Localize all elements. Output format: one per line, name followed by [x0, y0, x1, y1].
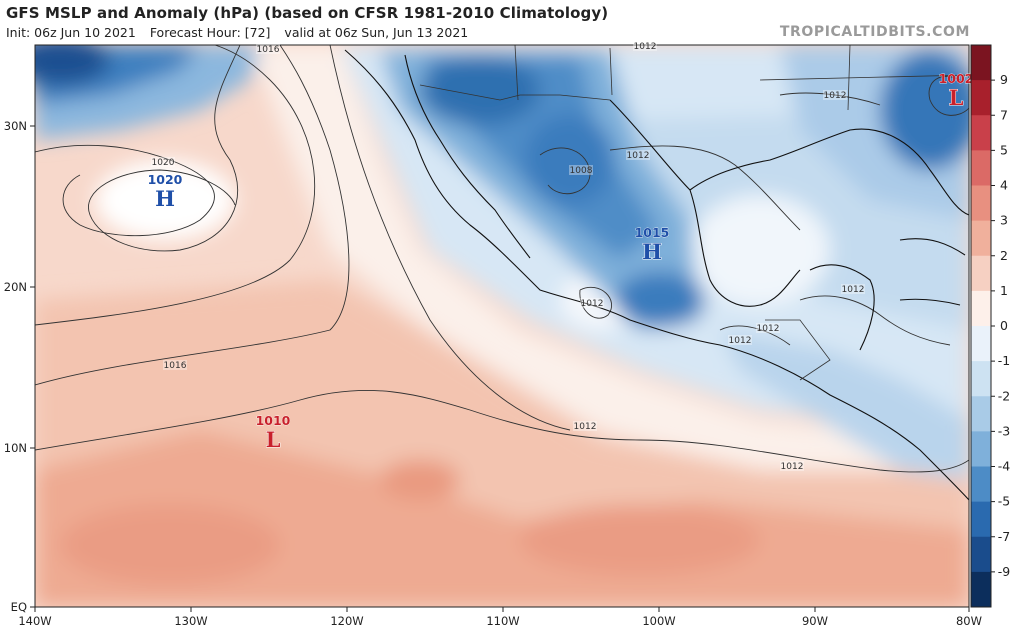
- isobar-label-bg: [626, 150, 650, 160]
- lon-tick-label: 90W: [802, 614, 828, 628]
- colorbar-label: -5: [998, 494, 1010, 509]
- isobar-label: 1008: [570, 166, 593, 176]
- lat-tick-label: 20N: [4, 280, 27, 294]
- lon-tick-label: 130W: [174, 614, 207, 628]
- isobar-label: 1012: [729, 336, 752, 346]
- axes-layer: 140W 130W 120W 110W 100W 90W 80W EQ 10N 20N 30N: [4, 119, 982, 628]
- isobar-label-layer: 1016 1020 1016 1012 1008 1012 1012 1012 1012 1012…: [151, 41, 865, 472]
- colorbar-segment: [971, 185, 991, 222]
- lon-tick-label: 110W: [486, 614, 519, 628]
- isobar-label: 1012: [581, 299, 604, 309]
- isobar-label: 1016: [257, 45, 280, 55]
- lat-tick-label: EQ: [11, 600, 27, 614]
- pressure-system-value: 1010: [256, 413, 291, 428]
- forecast-hour: Forecast Hour: [72]: [149, 25, 271, 40]
- colorbar-label: 0: [1000, 318, 1008, 333]
- valid-time: valid at 06z Sun, Jun 13 2021: [284, 25, 469, 40]
- isobar-label: 1012: [824, 91, 847, 101]
- colorbar-label: 5: [1000, 142, 1008, 157]
- colorbar-segment: [971, 466, 991, 503]
- isobar-label: 1012: [842, 285, 865, 295]
- colorbar-label: -9: [998, 564, 1011, 579]
- colorbar-label: 3: [1000, 213, 1008, 228]
- lon-tick-label: 140W: [18, 614, 51, 628]
- colorbar-label: -1: [998, 353, 1010, 368]
- isobar-label: 1020: [152, 158, 175, 168]
- borders: [419, 45, 969, 381]
- isobar-label-bg: [780, 461, 804, 471]
- map-frame: [34, 44, 970, 608]
- colorbar-label: -4: [998, 459, 1011, 474]
- isobar-label-bg: [728, 335, 752, 345]
- colorbar-segment: [971, 80, 991, 116]
- colorbar-segment: [971, 536, 991, 573]
- lon-tick-label: 120W: [330, 614, 363, 628]
- pressure-system-value: 1015: [635, 225, 670, 240]
- colorbar-segment: [971, 45, 991, 81]
- coastlines: [344, 49, 969, 501]
- lat-tick-label: 10N: [4, 441, 27, 455]
- isobar-label-bg: [569, 165, 593, 175]
- isobar-label-bg: [580, 298, 604, 308]
- isobar-label-bg: [823, 90, 847, 100]
- colorbar-segment: [971, 431, 991, 467]
- colorbar-segment: [971, 326, 991, 362]
- isobar-label: 1012: [627, 151, 650, 161]
- colorbar-label: 4: [1000, 178, 1008, 193]
- colorbar-label: 1: [1000, 283, 1008, 298]
- watermark: TROPICALTIDBITS.COM: [779, 24, 970, 40]
- isobar-label-bg: [163, 360, 187, 370]
- isobar-label: 1012: [757, 324, 780, 334]
- colorbar-label: -2: [998, 388, 1010, 403]
- colorbar-segment: [971, 220, 991, 257]
- isobar-label: 1012: [634, 42, 657, 52]
- low-pressure-marker: L: [266, 427, 281, 452]
- isobar-label: 1012: [781, 462, 804, 472]
- isobar-label-bg: [756, 323, 780, 333]
- colorbar-segment: [971, 396, 991, 432]
- isobar-label-bg: [256, 44, 280, 54]
- init-time: Init: 06z Jun 10 2021: [6, 25, 136, 40]
- map-title: GFS MSLP and Anomaly (hPa) (based on CFS…: [6, 4, 609, 22]
- lat-tick-label: 30N: [4, 119, 27, 133]
- anomaly-field: [35, 45, 969, 607]
- lon-tick-label: 100W: [642, 614, 675, 628]
- colorbar-label: -3: [998, 423, 1010, 438]
- lon-tick-label: 80W: [956, 614, 982, 628]
- colorbar-segment: [971, 150, 991, 186]
- colorbar-label: 7: [1000, 107, 1008, 122]
- map-subtitle: Init: 06z Jun 10 2021 Forecast Hour: [72]…: [6, 25, 482, 40]
- colorbar: 9 7 5 4 3 2 1 0 -1 -2 -3 -4 -5 -7 -9: [970, 44, 1011, 608]
- colorbar-segment: [971, 115, 991, 151]
- isobar-label-bg: [633, 41, 657, 51]
- isobar-label: 1012: [574, 422, 597, 432]
- pressure-system-value: 1020: [148, 172, 183, 187]
- low-pressure-marker: L: [949, 85, 964, 110]
- colorbar-segment: [971, 361, 991, 397]
- pressure-system-value: 1002: [939, 71, 974, 86]
- isobar-label-bg: [151, 157, 175, 167]
- colorbar-label: -7: [998, 529, 1010, 544]
- colorbar-segment: [971, 571, 991, 608]
- isobars: [35, 45, 969, 473]
- high-pressure-marker: H: [155, 186, 175, 211]
- colorbar-label: 2: [1000, 248, 1008, 263]
- colorbar-segment: [971, 501, 991, 538]
- isobar-label-bg: [573, 421, 597, 431]
- colorbar-segment: [971, 255, 991, 292]
- high-pressure-marker: H: [642, 239, 662, 264]
- isobar-label: 1016: [164, 361, 187, 371]
- colorbar-label: 9: [1000, 72, 1008, 87]
- colorbar-segment: [971, 290, 991, 327]
- isobar-label-bg: [841, 284, 865, 294]
